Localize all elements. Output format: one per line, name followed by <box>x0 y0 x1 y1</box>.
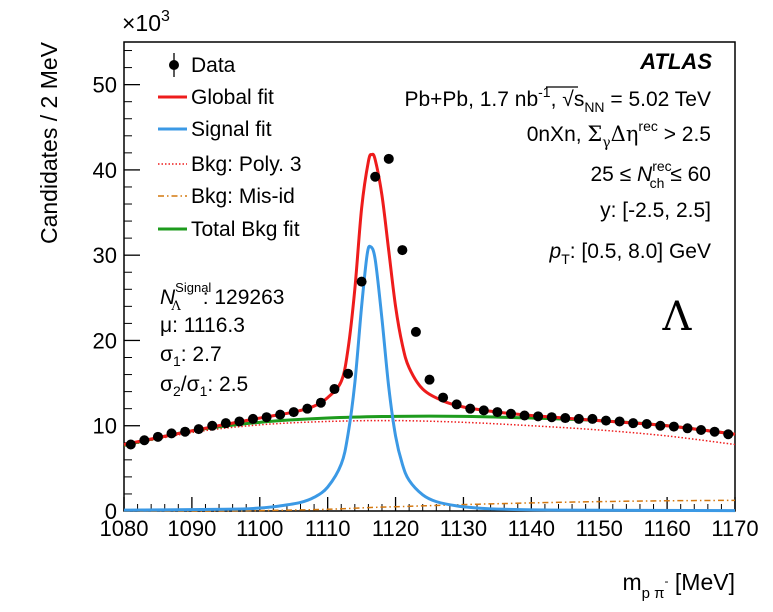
x-axis: 1080 1090 1100 1110 1120 1130 1140 1150 1160 1170 <box>100 497 759 541</box>
series-line-bkg-mis-id <box>123 499 736 512</box>
x-tick-label: 1100 <box>236 516 283 541</box>
data-point <box>343 368 354 379</box>
legend-entry-signal-fit: Signal fit <box>158 118 272 141</box>
data-point <box>438 392 449 403</box>
fit-sigma1: σ1: 2.7 <box>160 343 222 369</box>
data-point <box>573 413 584 424</box>
data-point <box>533 411 544 422</box>
fit-mu: μ: 1116.3 <box>160 314 245 337</box>
y-tick-label: 10 <box>93 414 117 439</box>
legend-entry-data: Data <box>169 53 236 77</box>
y-tick-label: 30 <box>93 243 117 268</box>
x-tick-label: 1120 <box>372 516 419 541</box>
x-tick-label: 1160 <box>643 516 690 541</box>
series-line-signal-fit <box>123 244 736 513</box>
data-point <box>315 397 326 408</box>
x-tick-label: 1140 <box>508 516 555 541</box>
legend-label-total-bkg: Total Bkg fit <box>191 218 300 241</box>
data-point <box>668 421 679 432</box>
data-point <box>410 326 421 337</box>
data-point <box>465 403 476 414</box>
data-point <box>682 423 693 434</box>
annotation-selection: 0nXn, ΣγΔηrec > 2.5 <box>527 118 711 151</box>
data-point <box>247 413 258 424</box>
data-point <box>723 429 734 440</box>
data-point <box>614 416 625 427</box>
annotation-pt: pT: [0.5, 8.0] GeV <box>549 240 712 267</box>
data-point <box>478 405 489 416</box>
data-point <box>383 153 394 164</box>
data-point <box>125 439 136 450</box>
data-point <box>275 409 286 420</box>
data-point <box>492 407 503 418</box>
fit-n-signal: NSignal Λ: 129263 <box>160 280 284 314</box>
data-point <box>641 419 652 430</box>
data-point <box>139 435 150 446</box>
data-point <box>207 420 218 431</box>
legend-entry-global-fit: Global fit <box>158 86 274 109</box>
particle-label: Λ <box>662 294 693 340</box>
legend-entry-bkg-misid: Bkg: Mis-id <box>158 185 295 208</box>
x-tick-label: 1090 <box>167 516 216 541</box>
data-point <box>655 420 666 431</box>
y-tick-label: 0 <box>105 499 117 524</box>
data-point <box>193 424 204 435</box>
legend-label-signal-fit: Signal fit <box>191 118 272 141</box>
legend-label-bkg-poly3: Bkg: Poly. 3 <box>191 153 302 176</box>
x-tick-label: 1110 <box>305 516 351 541</box>
data-point <box>560 413 571 424</box>
legend-entry-bkg-poly3: Bkg: Poly. 3 <box>158 153 302 176</box>
data-point <box>302 403 313 414</box>
series-layer <box>123 152 736 513</box>
data-point <box>166 428 177 439</box>
y-tick-label: 20 <box>93 328 117 353</box>
data-point <box>709 426 720 437</box>
data-point <box>424 374 435 385</box>
y-axis: 0 10 20 30 40 50 <box>93 50 140 524</box>
atlas-label: ATLAS <box>639 49 712 74</box>
y-tick-label: 50 <box>93 73 117 98</box>
data-point <box>505 408 516 419</box>
series-line-bkg-poly-3 <box>123 419 736 447</box>
legend-label-data: Data <box>191 54 236 77</box>
data-point <box>628 418 639 429</box>
x-tick-label: 1130 <box>440 516 487 541</box>
data-point <box>601 415 612 426</box>
data-point <box>546 412 557 423</box>
data-point <box>519 410 530 421</box>
y-axis-label: Candidates / 2 MeV <box>36 41 62 244</box>
data-point <box>587 413 598 424</box>
x-tick-label: 1150 <box>576 516 623 541</box>
data-point <box>234 416 245 427</box>
plot-frame <box>123 41 736 512</box>
legend-entry-total-bkg: Total Bkg fit <box>158 218 300 241</box>
legend-label-global-fit: Global fit <box>191 86 274 109</box>
x-tick-label: 1170 <box>711 516 758 541</box>
y-multiplier: ×103 <box>122 8 170 36</box>
data-point <box>356 276 367 287</box>
data-point <box>397 245 408 256</box>
annotation-dataset: Pb+Pb, 1.7 nb-1, √sNN = 5.02 TeV <box>404 84 711 115</box>
data-point <box>451 399 462 410</box>
y-tick-label: 40 <box>93 158 117 183</box>
annotation-multiplicity: 25 ≤ Nrec ch ≤ 60 <box>590 158 711 191</box>
annotation-rapidity: y: [-2.5, 2.5] <box>600 199 711 222</box>
data-point <box>220 418 231 429</box>
legend-label-bkg-misid: Bkg: Mis-id <box>191 185 295 208</box>
data-point <box>261 412 272 423</box>
fit-sigma-ratio: σ2/σ1: 2.5 <box>160 373 248 399</box>
data-point <box>180 426 191 437</box>
data-point <box>696 424 707 435</box>
legend: Data Global fit Signal fit Bkg: Poly. 3 … <box>158 53 302 241</box>
data-point <box>152 431 163 442</box>
x-tick-label: 1080 <box>100 516 149 541</box>
data-point <box>288 407 299 418</box>
data-point <box>329 384 340 395</box>
data-point <box>370 171 381 182</box>
x-axis-label: mp π- [MeV] <box>623 569 736 602</box>
